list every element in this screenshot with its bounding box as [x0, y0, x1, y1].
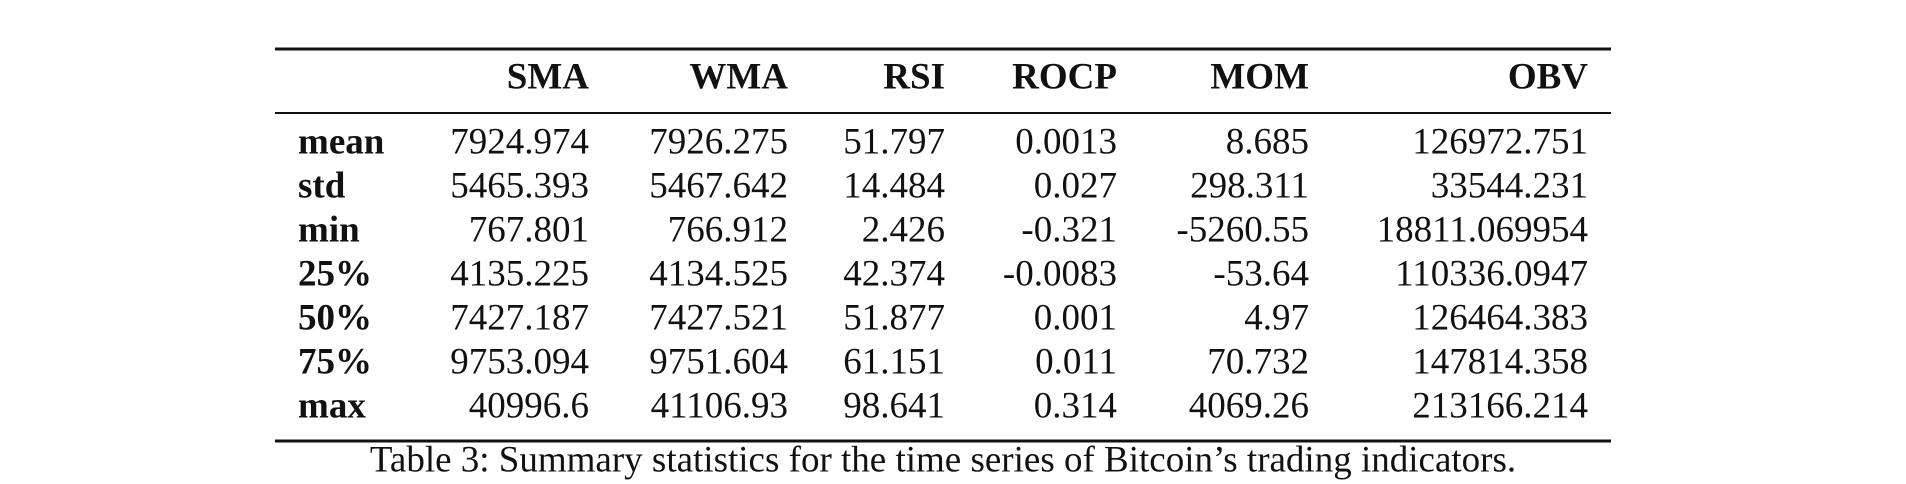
cell: 7926.275 [649, 121, 788, 162]
cell: -5260.55 [1176, 209, 1309, 250]
cell: 42.374 [843, 253, 945, 294]
cell: 7427.521 [649, 297, 788, 338]
column-header: MOM [1210, 56, 1309, 97]
column-header: SMA [507, 56, 590, 97]
cell: 9751.604 [649, 341, 788, 382]
row-label: min [298, 209, 360, 250]
row-label: std [298, 165, 346, 206]
column-header: ROCP [1012, 56, 1117, 97]
cell: -0.321 [1021, 209, 1117, 250]
cell: 4069.26 [1189, 385, 1309, 426]
cell: 126464.383 [1412, 297, 1588, 338]
cell: 4134.525 [649, 253, 788, 294]
cell: 213166.214 [1412, 385, 1588, 426]
row-label: 75% [298, 341, 372, 382]
cell: 126972.751 [1412, 121, 1588, 162]
cell: 9753.094 [450, 341, 589, 382]
cell: 41106.93 [651, 385, 788, 426]
cell: -53.64 [1213, 253, 1309, 294]
column-header: WMA [689, 56, 788, 97]
row-label: 50% [298, 297, 372, 338]
cell: 0.314 [1034, 385, 1117, 426]
cell: -0.0083 [1003, 253, 1117, 294]
cell: 5465.393 [450, 165, 589, 206]
cell: 0.001 [1034, 297, 1117, 338]
cell: 147814.358 [1412, 341, 1588, 382]
cell: 767.801 [469, 209, 589, 250]
cell: 766.912 [668, 209, 788, 250]
cell: 7924.974 [450, 121, 589, 162]
column-header: OBV [1508, 56, 1588, 97]
cell: 40996.6 [469, 385, 589, 426]
cell: 2.426 [862, 209, 945, 250]
row-label: max [298, 385, 366, 426]
cell: 8.685 [1226, 121, 1309, 162]
cell: 110336.0947 [1395, 253, 1588, 294]
row-label: mean [298, 121, 385, 162]
cell: 18811.069954 [1377, 209, 1588, 250]
cell: 51.877 [843, 297, 945, 338]
row-label: 25% [298, 253, 372, 294]
caption: Table 3: Summary statistics for the time… [370, 439, 1516, 480]
cell: 4135.225 [450, 253, 589, 294]
cell: 5467.642 [649, 165, 788, 206]
cell: 33544.231 [1431, 165, 1588, 206]
cell: 4.97 [1244, 297, 1309, 338]
cell: 51.797 [843, 121, 945, 162]
cell: 0.027 [1034, 165, 1117, 206]
cell: 0.0013 [1015, 121, 1117, 162]
cell: 298.311 [1190, 165, 1309, 206]
cell: 61.151 [843, 341, 945, 382]
cell: 98.641 [843, 385, 945, 426]
cell: 7427.187 [450, 297, 589, 338]
column-header: RSI [883, 56, 945, 97]
cell: 0.011 [1035, 341, 1117, 382]
cell: 14.484 [843, 165, 945, 206]
cell: 70.732 [1207, 341, 1309, 382]
